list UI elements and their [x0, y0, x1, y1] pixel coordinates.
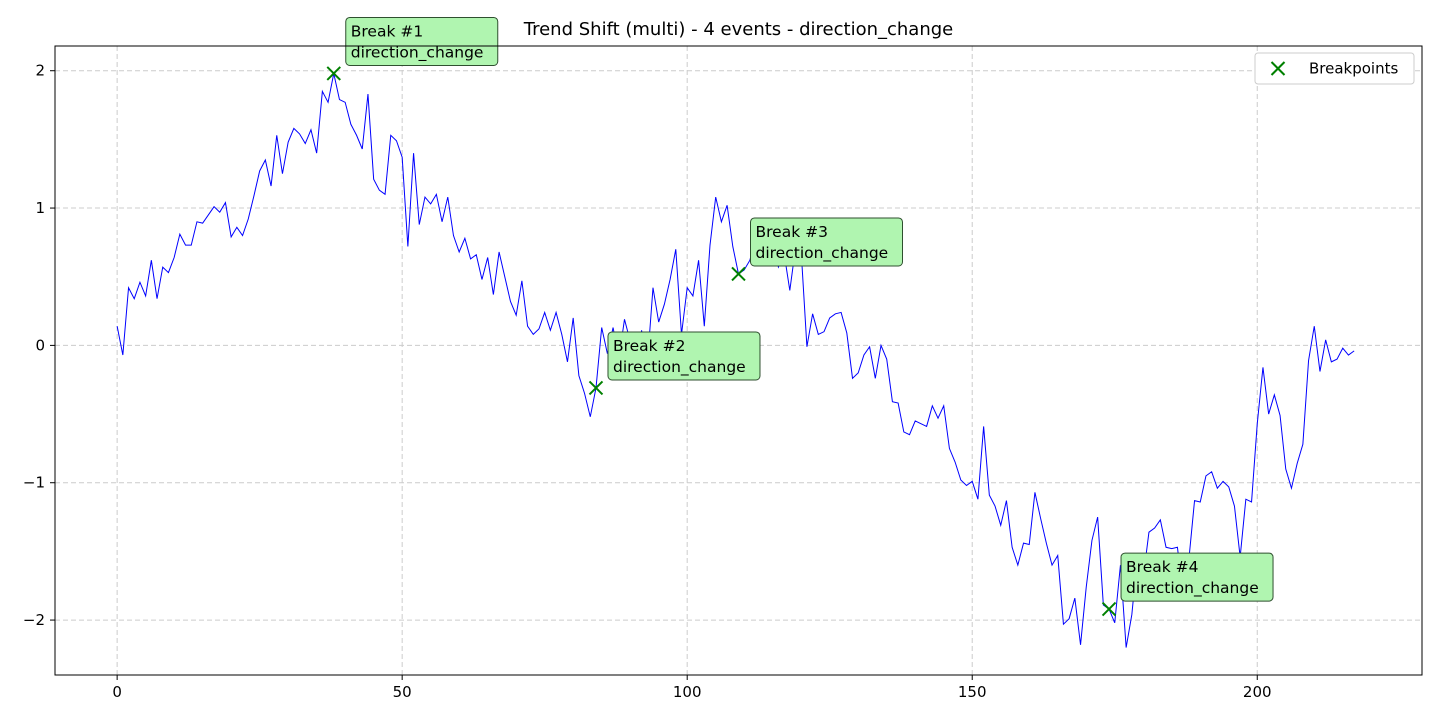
breakpoint-marker: [326, 66, 341, 81]
annotation-title: Break #3: [756, 223, 828, 241]
x-tick-label: 200: [1243, 683, 1272, 701]
annotation-title: Break #4: [1126, 558, 1198, 576]
y-tick-label: −2: [23, 611, 45, 629]
breakpoint-x-stroke: [1101, 601, 1117, 617]
x-tick-label: 100: [673, 683, 702, 701]
annotation-box: [607, 331, 761, 381]
annotation-box: [345, 16, 499, 66]
breakpoint-marker: [1101, 601, 1117, 617]
x-tick-label: 150: [958, 683, 987, 701]
annotation-title: Break #1: [351, 22, 423, 40]
breakpoint-x-stroke: [588, 380, 604, 396]
breakpoint-annotation: Break #2 direction_change: [607, 331, 761, 381]
y-tick-label: 2: [35, 62, 45, 80]
annotation-title: Break #2: [613, 337, 685, 355]
breakpoint-marker: [731, 266, 746, 282]
breakpoint-annotations: Break #1 direction_change Break #2 directio…: [345, 16, 1274, 602]
grid: [55, 46, 1422, 675]
annotation-type: direction_change: [351, 43, 484, 62]
breakpoint-annotation: Break #3 direction_change: [750, 217, 903, 267]
legend: Breakpoints: [1254, 52, 1415, 85]
plot-frame: [54, 45, 1423, 676]
annotation-box: [1120, 552, 1274, 602]
x-tick-label: 0: [112, 683, 122, 701]
annotation-type: direction_change: [613, 358, 746, 377]
breakpoint-marker: [588, 380, 604, 396]
breakpoint-x-stroke: [731, 266, 746, 282]
chart-title: Trend Shift (multi) - 4 events - directi…: [523, 19, 954, 40]
axis-ticks: 0 50 100 150 200 −2 −1 0 1 2: [23, 62, 1272, 701]
annotation-box: [750, 217, 903, 267]
legend-box: [1254, 52, 1415, 85]
x-tick-label: 50: [393, 683, 412, 701]
annotation-type: direction_change: [756, 244, 889, 263]
y-tick-label: −1: [23, 474, 45, 492]
series-line-path: [116, 73, 1355, 648]
annotation-type: direction_change: [1126, 579, 1259, 598]
y-tick-label: 1: [35, 199, 45, 217]
breakpoint-annotation: Break #1 direction_change: [345, 16, 499, 66]
series-line: [116, 73, 1355, 648]
breakpoint-annotation: Break #4 direction_change: [1120, 552, 1274, 602]
legend-marker-icon: [1270, 61, 1286, 76]
breakpoint-markers: [326, 66, 1117, 617]
legend-label: Breakpoints: [1309, 60, 1398, 78]
y-tick-label: 0: [35, 336, 45, 354]
breakpoint-x-stroke: [326, 66, 341, 81]
